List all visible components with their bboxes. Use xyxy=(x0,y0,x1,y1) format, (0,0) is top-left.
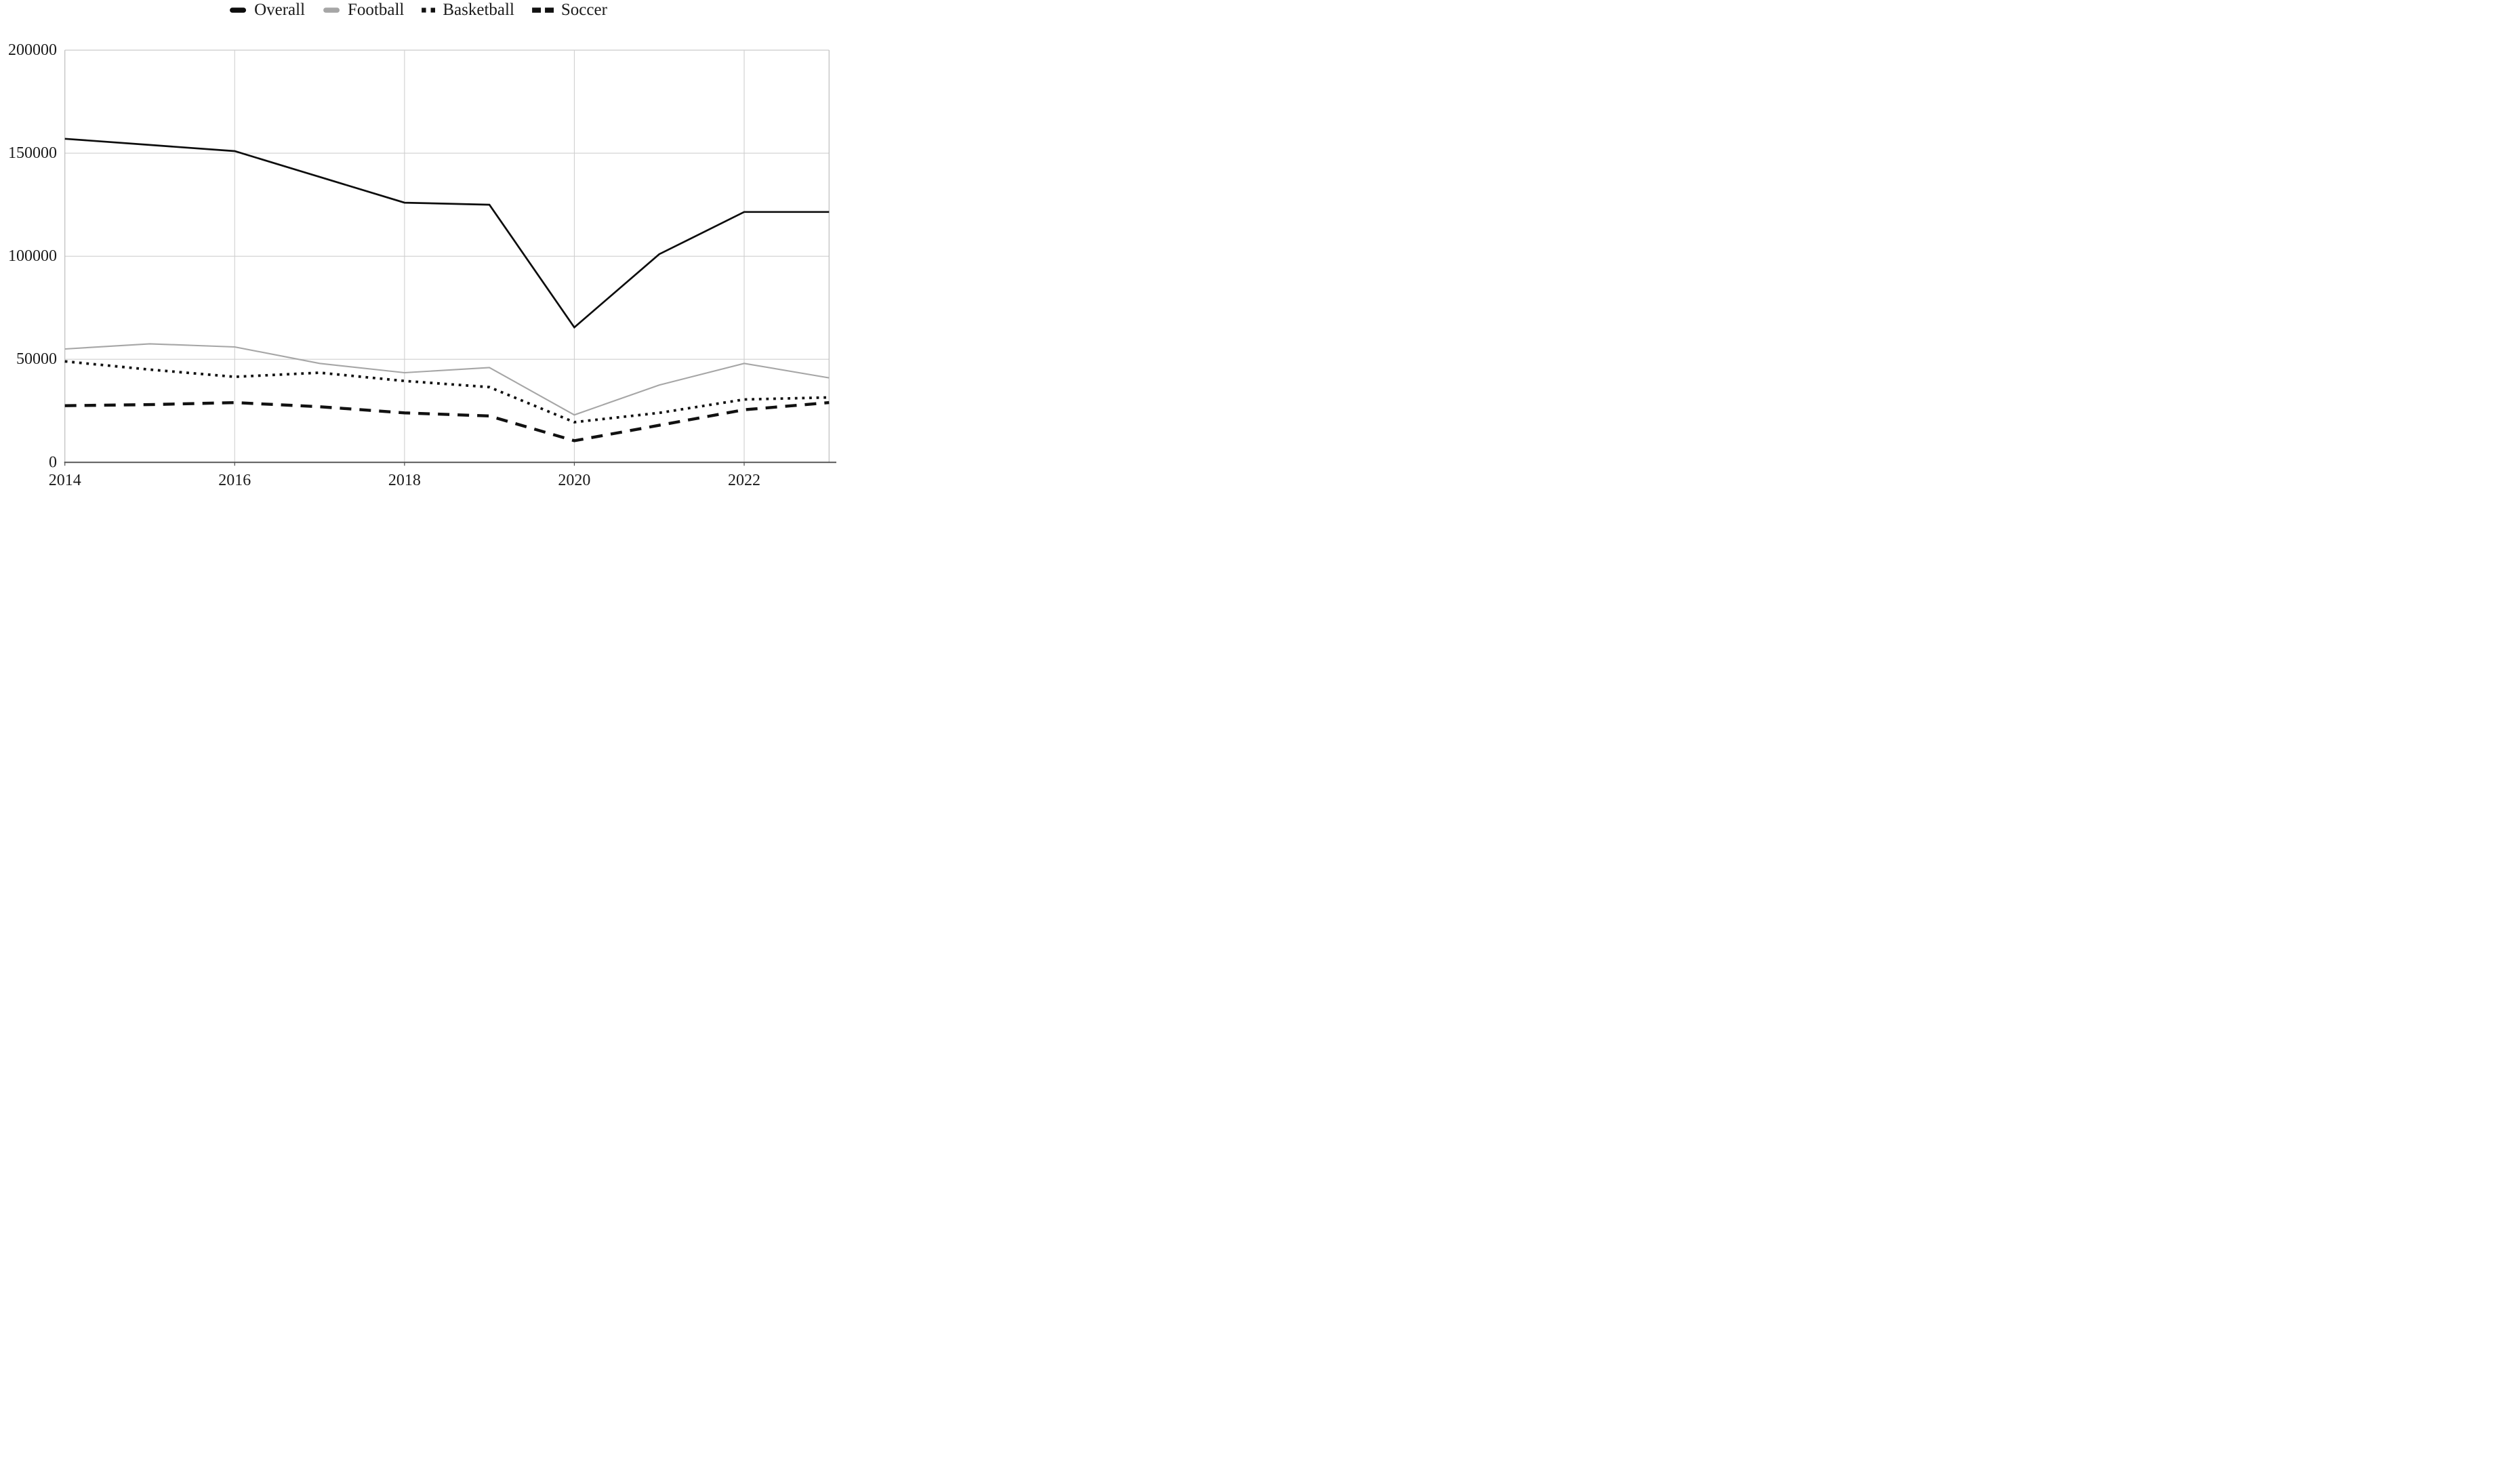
x-tick-label: 2020 xyxy=(558,472,590,489)
legend-label: Soccer xyxy=(560,1,607,19)
legend-item-soccer: Soccer xyxy=(531,1,607,19)
y-tick-label: 0 xyxy=(49,453,57,471)
series-line-soccer xyxy=(64,400,830,442)
y-tick-label: 150000 xyxy=(8,144,57,162)
chart-container: 0 50000 100000 150000 200000 2014 2016 2018 2020… xyxy=(0,0,836,495)
legend-swatch-soccer-icon xyxy=(531,7,554,13)
series-line-overall xyxy=(64,138,830,329)
legend-label: Overall xyxy=(254,1,306,19)
series-line-football xyxy=(64,343,830,416)
legend-item-overall: Overall xyxy=(229,1,305,18)
x-tick-label: 2016 xyxy=(218,472,251,489)
legend-swatch-football-icon xyxy=(323,7,340,13)
chart-legend: Overall Football Basketball Soccer xyxy=(229,1,607,18)
legend-swatch-overall-icon xyxy=(230,7,247,13)
line-chart: 0 50000 100000 150000 200000 2014 2016 2018 2020… xyxy=(8,41,836,489)
legend-item-basketball: Basketball xyxy=(422,1,514,18)
y-tick-label: 50000 xyxy=(16,350,57,368)
y-tick-label: 100000 xyxy=(8,247,57,265)
x-tick-label: 2022 xyxy=(728,472,760,489)
legend-label: Football xyxy=(348,1,405,19)
x-tick-label: 2018 xyxy=(388,472,421,489)
legend-label: Basketball xyxy=(443,1,514,19)
x-tick-label: 2014 xyxy=(49,472,81,489)
y-tick-label: 200000 xyxy=(8,41,57,59)
legend-swatch-basketball-icon xyxy=(422,7,436,12)
legend-item-football: Football xyxy=(323,1,404,18)
